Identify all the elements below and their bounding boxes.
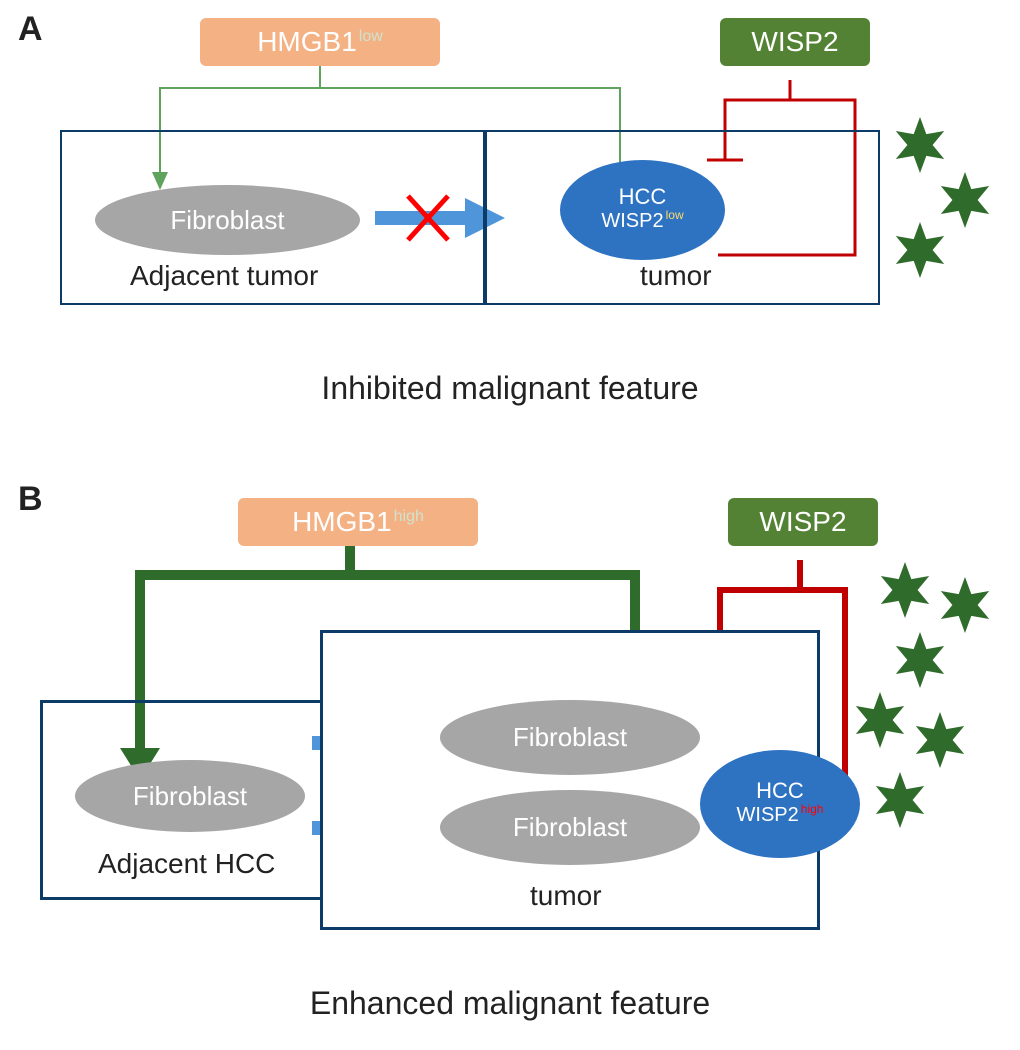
stars-b <box>856 562 989 828</box>
hmgb1-text-b: HMGB1 <box>292 506 392 537</box>
adj-bottom-edge <box>40 897 320 900</box>
star-icon <box>941 577 989 633</box>
star-icon <box>896 632 944 688</box>
adjacent-label-b: Adjacent HCC <box>98 848 275 880</box>
fibroblast-b-in1: Fibroblast <box>440 700 700 775</box>
hcc-b: HCC WISP2high <box>700 750 860 858</box>
caption-b: Enhanced malignant feature <box>0 985 1020 1022</box>
fibroblast-text-b0: Fibroblast <box>133 781 247 812</box>
hmgb1-sup-b: high <box>394 508 424 525</box>
star-icon <box>881 562 929 618</box>
fibroblast-text-b2: Fibroblast <box>513 812 627 843</box>
hcc-line2-b: WISP2 <box>737 804 799 826</box>
wisp2-badge-b: WISP2 <box>728 498 878 546</box>
hcc-sup-b: high <box>801 802 824 816</box>
star-icon <box>856 692 904 748</box>
fibroblast-b-outer: Fibroblast <box>75 760 305 832</box>
hcc-line1-b: HCC <box>756 780 804 802</box>
wisp2-text-b: WISP2 <box>759 506 846 538</box>
fibroblast-b-in2: Fibroblast <box>440 790 700 865</box>
tumor-label-b: tumor <box>530 880 602 912</box>
hmgb1-badge-b: HMGB1high <box>238 498 478 546</box>
star-icon <box>916 712 964 768</box>
star-icon <box>876 772 924 828</box>
fibroblast-text-b1: Fibroblast <box>513 722 627 753</box>
figure-canvas: A HMGB1low <box>0 0 1020 1050</box>
adj-left-edge <box>40 700 43 900</box>
adj-top-edge <box>40 700 320 703</box>
